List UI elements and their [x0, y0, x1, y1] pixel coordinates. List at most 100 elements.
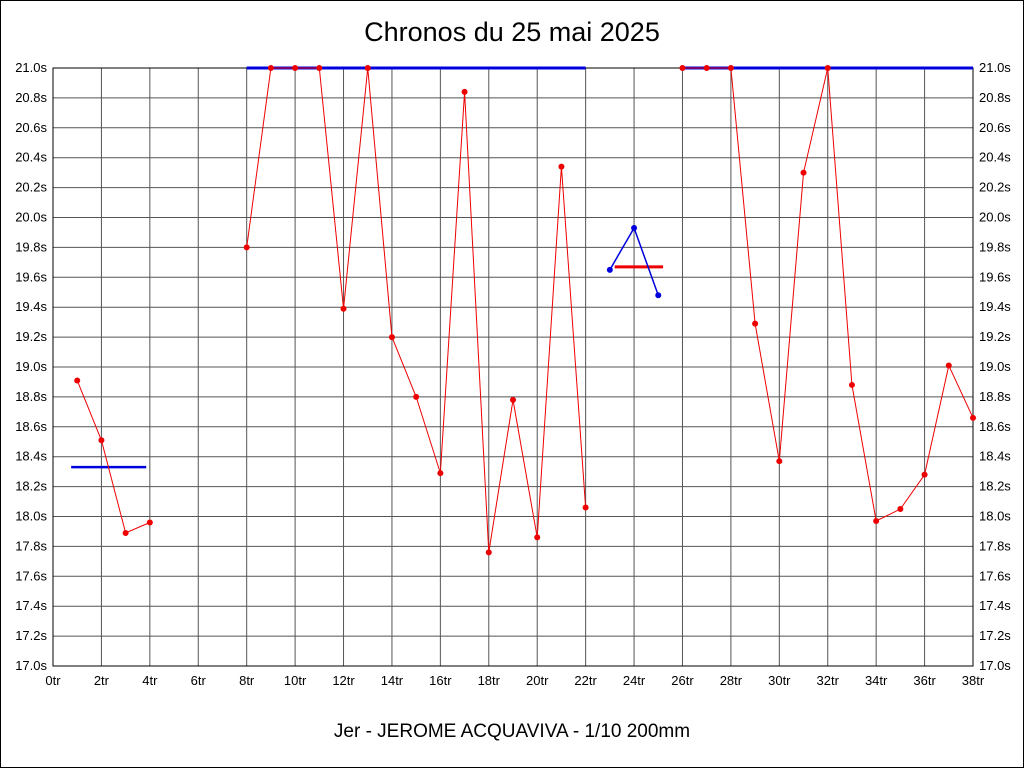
x-tick-label: 36tr [913, 673, 936, 688]
chart-title: Chronos du 25 mai 2025 [364, 17, 660, 47]
y-tick-label-left: 17.2s [15, 628, 47, 643]
y-tick-label-left: 18.6s [15, 419, 47, 434]
data-point [655, 292, 662, 299]
data-point [800, 169, 807, 176]
x-tick-label: 28tr [720, 673, 743, 688]
y-tick-label-left: 17.0s [15, 658, 47, 673]
y-tick-label-right: 20.4s [979, 150, 1011, 165]
data-point [679, 65, 686, 71]
x-tick-label: 22tr [574, 673, 597, 688]
data-point [243, 244, 250, 251]
y-tick-label-right: 19.4s [979, 299, 1011, 314]
data-point [558, 163, 565, 170]
y-tick-label-left: 18.2s [15, 479, 47, 494]
data-point [727, 65, 734, 71]
x-tick-label: 32tr [817, 673, 840, 688]
data-point [485, 549, 492, 556]
y-tick-label-left: 18.0s [15, 509, 47, 524]
y-tick-label-right: 17.6s [979, 568, 1011, 583]
y-tick-label-left: 19.0s [15, 359, 47, 374]
x-tick-label: 38tr [962, 673, 985, 688]
y-tick-label-right: 17.8s [979, 538, 1011, 553]
x-tick-label: 12tr [332, 673, 355, 688]
x-tick-label: 16tr [429, 673, 452, 688]
y-tick-label-right: 20.2s [979, 180, 1011, 195]
y-tick-label-right: 19.0s [979, 359, 1011, 374]
y-tick-label-left: 19.2s [15, 329, 47, 344]
data-point [364, 65, 371, 71]
data-point [897, 506, 904, 513]
x-tick-label: 2tr [94, 673, 110, 688]
series-line [76, 380, 151, 534]
x-tick-label: 8tr [239, 673, 255, 688]
x-tick-label: 0tr [45, 673, 61, 688]
data-point [824, 65, 831, 71]
y-tick-label-right: 17.4s [979, 598, 1011, 613]
x-tick-label: 10tr [284, 673, 307, 688]
data-point [752, 320, 759, 327]
data-point [98, 437, 105, 444]
y-tick-label-right: 19.6s [979, 269, 1011, 284]
y-tick-label-right: 20.0s [979, 210, 1011, 225]
x-tick-label: 24tr [623, 673, 646, 688]
y-tick-label-left: 20.8s [15, 90, 47, 105]
x-tick-label: 34tr [865, 673, 888, 688]
y-tick-label-left: 20.6s [15, 120, 47, 135]
y-tick-label-left: 19.4s [15, 299, 47, 314]
y-tick-label-left: 20.4s [15, 150, 47, 165]
data-point [970, 414, 976, 421]
data-point [606, 266, 613, 273]
y-tick-label-left: 19.6s [15, 269, 47, 284]
y-tick-label-right: 21.0s [979, 60, 1011, 75]
data-point [340, 305, 347, 312]
y-tick-label-right: 20.8s [979, 90, 1011, 105]
data-point [510, 396, 516, 403]
series-chronos-red [74, 65, 976, 556]
x-tick-label: 6tr [191, 673, 207, 688]
data-point [461, 88, 468, 95]
y-tick-label-right: 19.2s [979, 329, 1011, 344]
axis-labels: 17.0s 17.0s 17.2s 17.2s 17.4s 17.4s 17.6s 17.6s… [15, 60, 1011, 688]
data-point [388, 334, 395, 341]
y-tick-label-left: 21.0s [15, 60, 47, 75]
x-tick-label: 14tr [381, 673, 404, 688]
y-tick-label-right: 18.8s [979, 389, 1011, 404]
y-tick-label-right: 18.6s [979, 419, 1011, 434]
x-tick-label: 26tr [671, 673, 694, 688]
y-tick-label-right: 18.0s [979, 509, 1011, 524]
y-tick-label-left: 18.4s [15, 449, 47, 464]
data-point [413, 393, 420, 400]
data-point [267, 65, 274, 71]
data-point [534, 534, 541, 541]
data-point [703, 65, 710, 71]
y-tick-label-right: 17.2s [979, 628, 1011, 643]
y-tick-label-left: 17.4s [15, 598, 47, 613]
series-line [246, 67, 587, 553]
data-point [873, 517, 880, 524]
data-point [437, 470, 444, 477]
y-tick-label-right: 18.2s [979, 479, 1011, 494]
data-point [631, 224, 638, 231]
y-tick-label-right: 19.8s [979, 239, 1011, 254]
y-tick-label-right: 20.6s [979, 120, 1011, 135]
data-point [74, 377, 81, 384]
data-point [848, 381, 855, 388]
y-tick-label-left: 20.2s [15, 180, 47, 195]
y-tick-label-left: 20.0s [15, 210, 47, 225]
series-marker-blue [606, 224, 662, 299]
y-tick-label-left: 17.6s [15, 568, 47, 583]
x-tick-label: 4tr [142, 673, 158, 688]
y-tick-label-left: 18.8s [15, 389, 47, 404]
data-point [316, 65, 323, 71]
x-tick-label: 30tr [768, 673, 791, 688]
y-tick-label-left: 17.8s [15, 538, 47, 553]
chart-caption: Jer - JEROME ACQUAVIVA - 1/10 200mm [333, 721, 691, 742]
x-tick-label: 18tr [478, 673, 501, 688]
y-tick-label-left: 19.8s [15, 239, 47, 254]
data-point [945, 362, 952, 369]
data-point [776, 458, 783, 465]
data-point [292, 65, 299, 71]
data-point [122, 529, 129, 536]
